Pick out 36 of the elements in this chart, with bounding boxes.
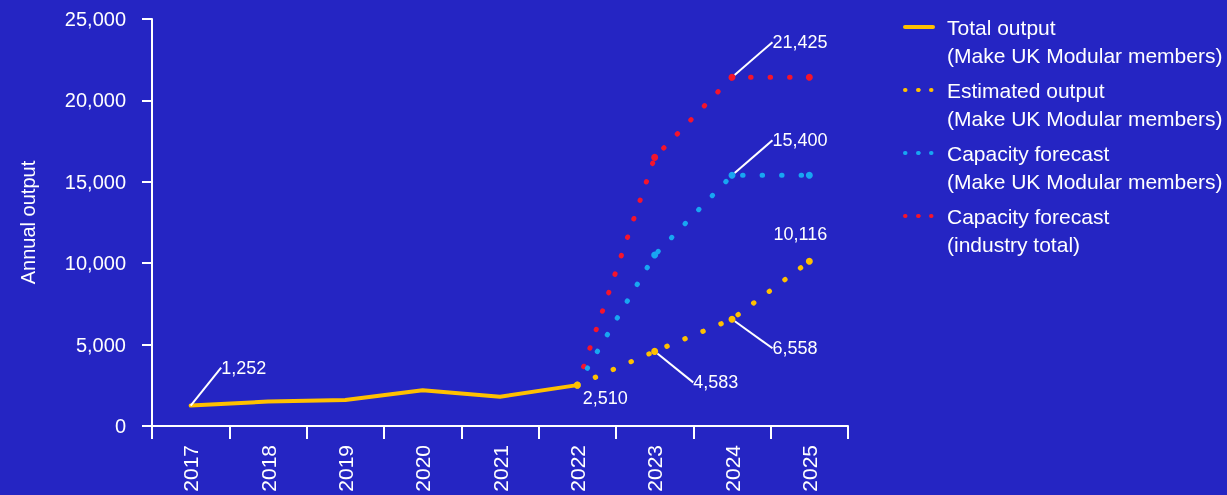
legend-label: Capacity forecast (industry total): [947, 204, 1110, 256]
x-tick-label: 2022: [565, 445, 589, 492]
point: [728, 171, 736, 179]
x-tick-label: 2021: [488, 445, 512, 492]
x-tick-label: 2023: [643, 445, 667, 492]
point: [651, 251, 659, 259]
data-label: 6,558: [772, 338, 818, 359]
x-tick-label: 2017: [179, 445, 203, 492]
point: [651, 153, 659, 161]
y-tick-label: 15,000: [64, 170, 126, 193]
legend-label: Total output (Make UK Modular members): [947, 15, 1223, 67]
legend-label: Capacity forecast (Make UK Modular members): [947, 141, 1223, 193]
point: [651, 347, 659, 355]
legend-label: Estimated output (Make UK Modular members): [947, 78, 1223, 130]
x-tick-label: 2024: [720, 444, 744, 492]
point: [728, 73, 736, 81]
data-label: 4,583: [693, 372, 739, 393]
x-tick-label: 2025: [797, 445, 821, 492]
point: [805, 171, 813, 179]
data-label: 2,510: [582, 388, 628, 409]
data-label: 1,252: [221, 357, 267, 378]
data-label: 21,425: [772, 32, 828, 53]
point: [805, 257, 813, 265]
data-label: 15,400: [772, 130, 828, 151]
y-tick-label: 10,000: [64, 252, 126, 275]
point: [805, 73, 813, 81]
y-tick-label: 20,000: [64, 89, 126, 112]
x-tick-label: 2018: [256, 445, 280, 492]
point: [728, 315, 736, 323]
x-tick-label: 2020: [411, 445, 435, 492]
y-tick-label: 25,000: [64, 8, 126, 30]
y-tick-label: 5,000: [75, 333, 126, 356]
x-tick-label: 2019: [333, 445, 357, 492]
data-label: 10,116: [773, 224, 828, 245]
y-axis-title: Annual output: [17, 160, 39, 285]
y-tick-label: 0: [114, 415, 126, 437]
